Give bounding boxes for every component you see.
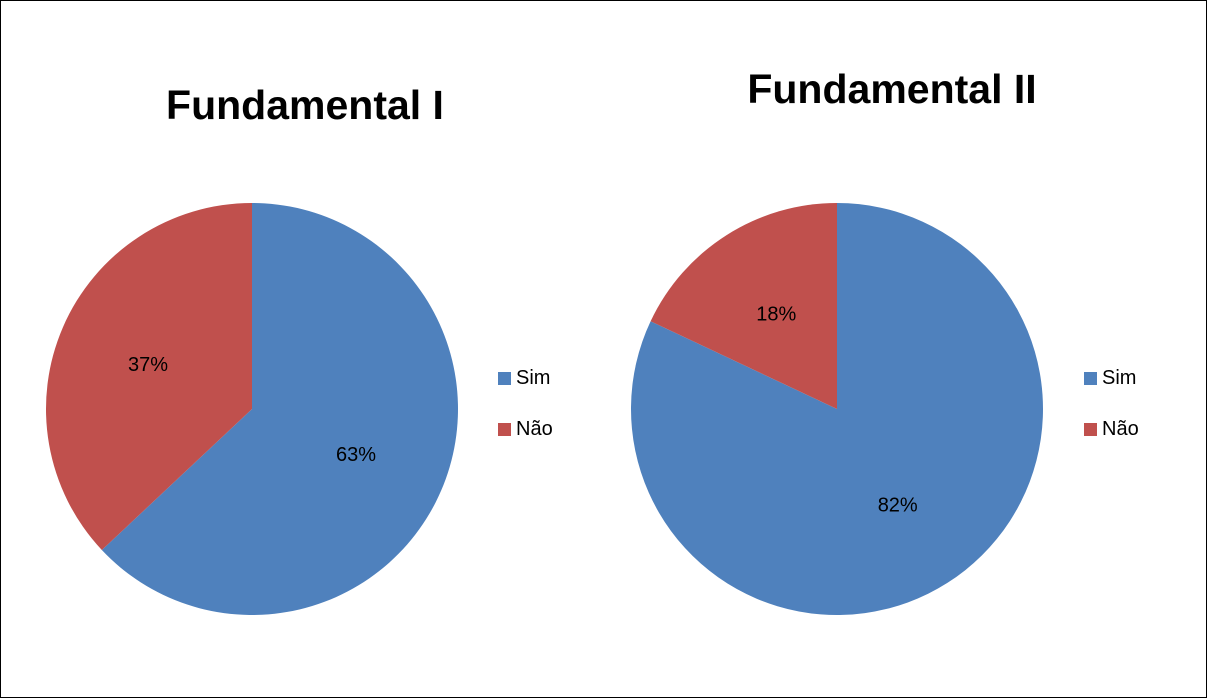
legend-swatch xyxy=(498,423,511,436)
legend-label: Não xyxy=(1102,418,1139,440)
legend-swatch xyxy=(1084,372,1097,385)
legend-label: Não xyxy=(516,418,553,440)
pie-slice-sim xyxy=(101,203,458,615)
chart-title: Fundamental II xyxy=(747,66,1036,112)
pie-chart-1: Fundamental I 63% 37% Sim Não xyxy=(45,82,553,615)
pie-slice-no xyxy=(45,203,252,551)
legend-label: Sim xyxy=(1102,367,1136,389)
pie-chart-2: Fundamental II 82% 18% Sim Não xyxy=(631,66,1139,615)
data-label: 82% xyxy=(878,495,918,517)
legend-label: Sim xyxy=(516,367,550,389)
data-label: 18% xyxy=(756,303,796,325)
legend-swatch xyxy=(1084,423,1097,436)
data-label: 37% xyxy=(128,354,168,376)
data-label: 63% xyxy=(336,444,376,466)
chart-title: Fundamental I xyxy=(166,82,444,128)
pie-slice-no xyxy=(650,203,837,409)
legend-swatch xyxy=(498,372,511,385)
